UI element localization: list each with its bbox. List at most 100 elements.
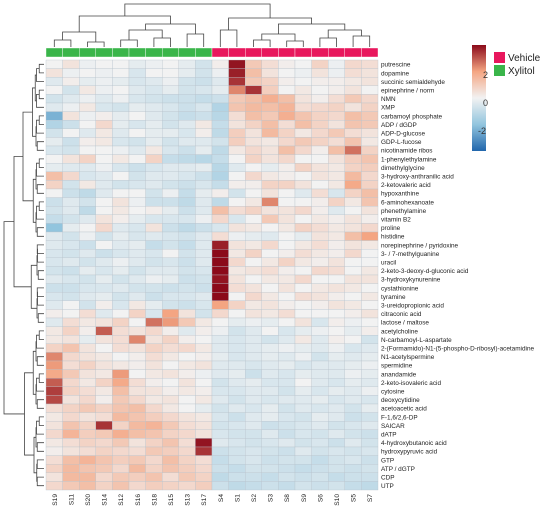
heatmap-cell	[261, 335, 279, 344]
heatmap-cell	[45, 369, 63, 379]
heatmap-cell	[45, 378, 63, 387]
heatmap-cell	[211, 283, 229, 293]
heatmap-cell	[95, 154, 113, 164]
heatmap-cell	[95, 171, 113, 181]
heatmap-cell	[344, 197, 362, 207]
heatmap-cell	[211, 335, 229, 344]
row-dendrogram	[3, 63, 44, 487]
heatmap-cell	[178, 171, 196, 181]
heatmap-cell	[178, 102, 196, 112]
heatmap-cell	[278, 266, 296, 276]
heatmap-cell	[294, 257, 312, 267]
heatmap-cell	[228, 446, 246, 456]
heatmap-cell	[211, 429, 229, 439]
heatmap-cell	[62, 257, 80, 267]
heatmap-cell	[95, 68, 113, 78]
heatmap-cell	[128, 343, 146, 353]
heatmap-cell	[228, 283, 246, 293]
heatmap-cell	[228, 240, 246, 250]
heatmap-cell	[79, 94, 96, 104]
heatmap-cell	[145, 249, 163, 258]
heatmap-cell	[162, 77, 179, 86]
heatmap-cell	[361, 378, 379, 387]
heatmap-cell	[261, 266, 279, 276]
heatmap-cell	[261, 360, 279, 370]
heatmap-cell	[128, 59, 146, 69]
group-annotation-cell	[261, 47, 279, 58]
heatmap-cell	[145, 188, 163, 198]
heatmap-cell	[328, 335, 345, 344]
color-scale-legend: 2 0 -2	[472, 45, 488, 151]
dendrogram-branch	[38, 201, 44, 211]
heatmap-cell	[361, 68, 379, 78]
heatmap-cell	[278, 309, 296, 319]
heatmap-cell	[211, 137, 229, 147]
heatmap-cell	[128, 438, 146, 448]
heatmap-cell	[294, 249, 312, 258]
dendrogram-branch	[38, 115, 44, 125]
heatmap-cell	[162, 137, 179, 147]
heatmap-cell	[261, 180, 279, 190]
heatmap-cell	[145, 403, 163, 413]
heatmap-cell	[162, 446, 179, 456]
heatmap-cell	[261, 68, 279, 78]
heatmap-cell	[245, 163, 262, 172]
heatmap-cell	[162, 223, 179, 233]
heatmap-cell	[228, 274, 246, 284]
heatmap-cell	[195, 197, 213, 207]
heatmap-cell	[344, 421, 362, 430]
heatmap-cell	[195, 171, 213, 181]
heatmap-cell	[328, 326, 345, 336]
heatmap-cell	[245, 386, 262, 396]
heatmap-cell	[278, 446, 296, 456]
heatmap-cell	[311, 352, 329, 362]
heatmap-cell	[211, 188, 229, 198]
heatmap-cell	[79, 274, 96, 284]
heatmap-cell	[62, 145, 80, 155]
row-label: 6-aminohexanoate	[381, 199, 434, 206]
heatmap-cell	[245, 223, 262, 233]
heatmap-cell	[45, 300, 63, 310]
heatmap-cell	[95, 464, 113, 473]
dendrogram-branch	[38, 373, 44, 383]
heatmap-cell	[245, 335, 262, 344]
heatmap-cell	[112, 180, 130, 190]
heatmap-cell	[261, 240, 279, 250]
heatmap-cell	[228, 335, 246, 344]
heatmap-cell	[162, 326, 179, 336]
heatmap-cell	[178, 85, 196, 95]
row-label: tyramine	[381, 294, 406, 301]
heatmap-cell	[328, 438, 345, 448]
heatmap-cell	[45, 249, 63, 258]
heatmap-cell	[195, 283, 213, 293]
heatmap-cell	[145, 137, 163, 147]
heatmap-cell	[344, 145, 362, 155]
heatmap-cell	[45, 403, 63, 413]
heatmap-cell	[112, 249, 130, 258]
heatmap-cell	[145, 429, 163, 439]
dendrogram-branch	[62, 31, 97, 42]
heatmap-cell	[112, 111, 130, 121]
column-label: S9	[301, 494, 308, 502]
heatmap-cell	[344, 335, 362, 344]
heatmap-cell	[361, 214, 379, 224]
row-label: norepinephrine / pyridoxine	[381, 242, 459, 249]
heatmap-cell	[178, 369, 196, 379]
heatmap-cell	[278, 85, 296, 95]
row-label: cystathionine	[381, 285, 419, 292]
heatmap-cell	[145, 455, 163, 465]
heatmap-cell	[344, 403, 362, 413]
heatmap-cell	[245, 94, 262, 104]
heatmap-cell	[361, 412, 379, 422]
heatmap-cell	[328, 274, 345, 284]
heatmap-cell	[311, 223, 329, 233]
heatmap-cell	[162, 120, 179, 129]
heatmap-cell	[62, 214, 80, 224]
heatmap-cell	[311, 481, 329, 491]
heatmap-cell	[311, 171, 329, 181]
heatmap-cell	[361, 472, 379, 482]
heatmap-cell	[195, 343, 213, 353]
heatmap-cell	[261, 188, 279, 198]
heatmap-cell	[311, 111, 329, 121]
row-label: 1-phenylethylamine	[381, 156, 437, 163]
